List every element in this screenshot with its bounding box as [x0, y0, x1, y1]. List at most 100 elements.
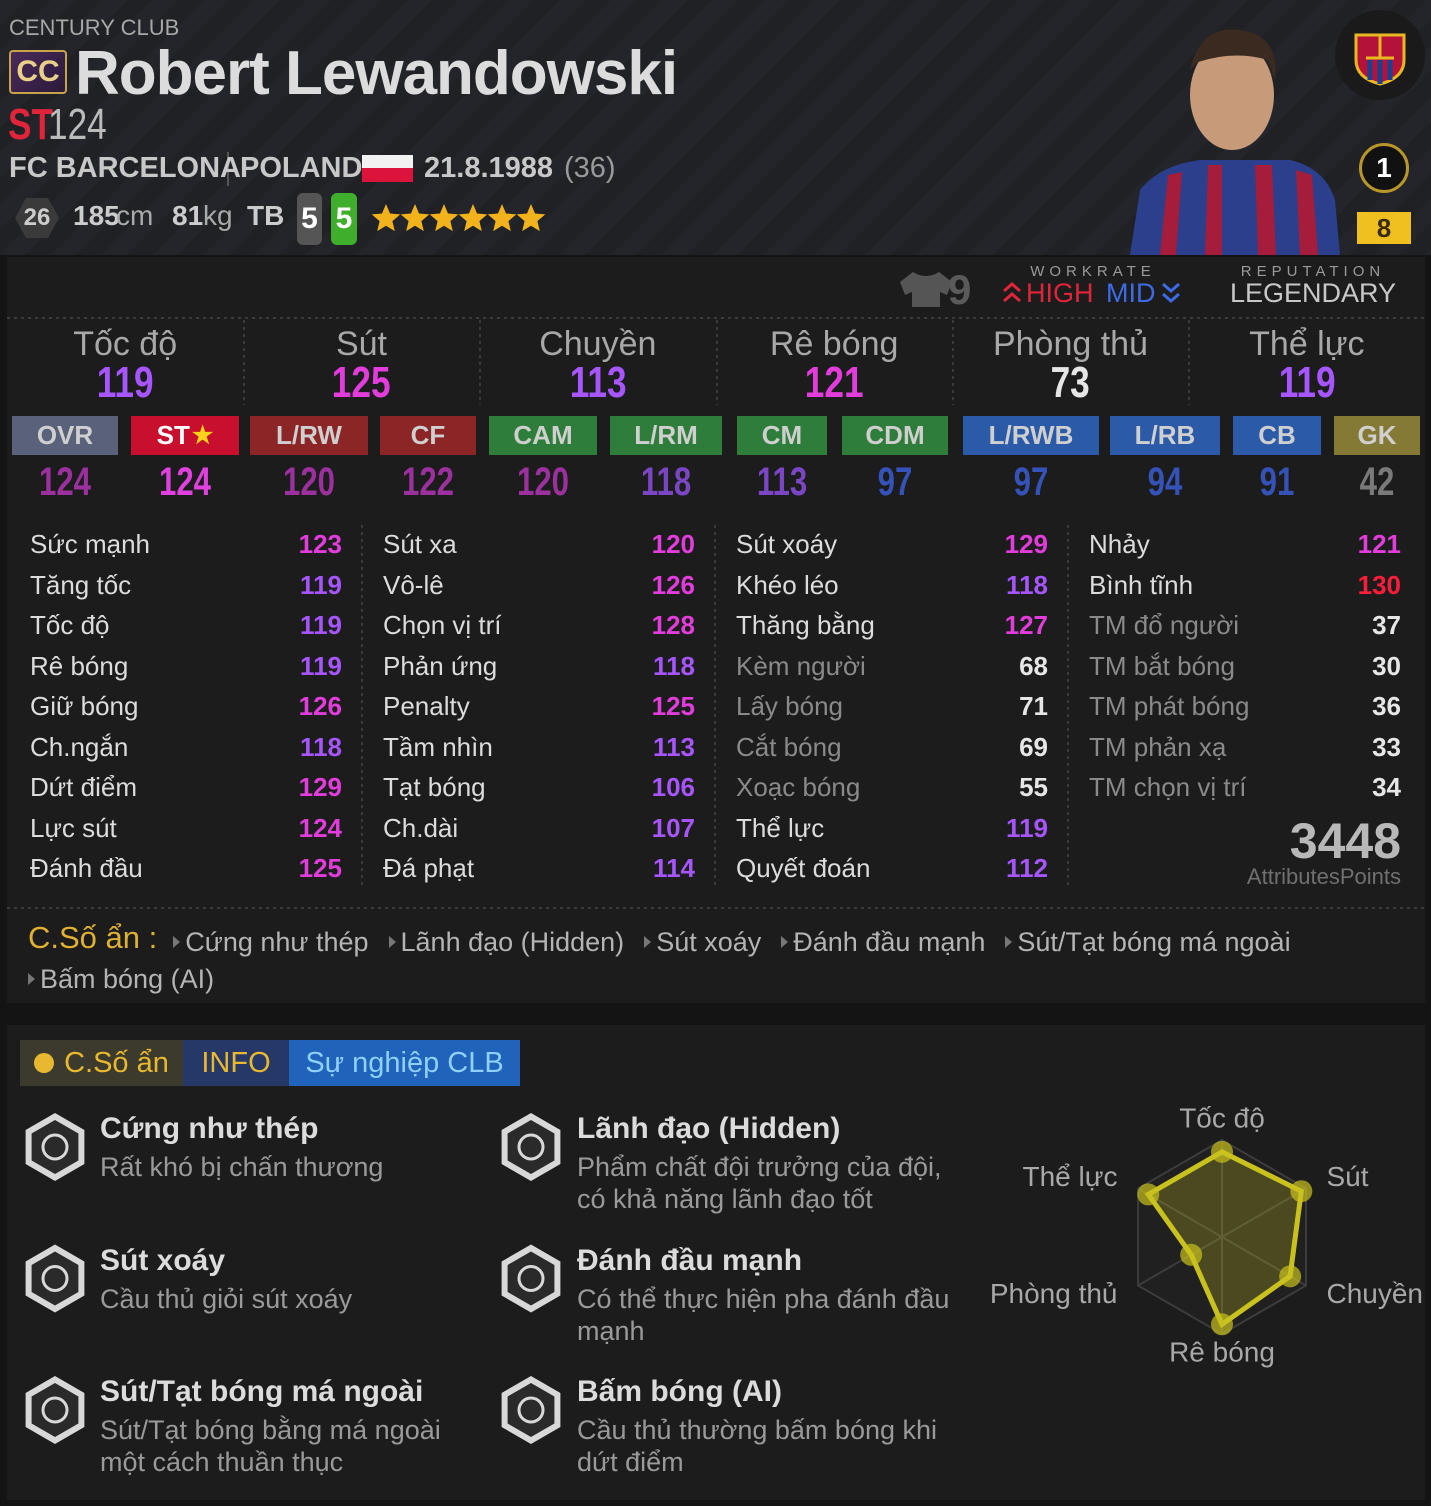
position-star: ★	[191, 422, 214, 449]
height-unit: cm	[116, 200, 154, 231]
position-label: GK	[1357, 420, 1397, 450]
trait-name: Lãnh đạo (Hidden)	[400, 926, 625, 957]
attribute-value: 123	[298, 529, 342, 559]
radar-point	[1137, 1183, 1160, 1206]
position-value: 42	[1359, 460, 1395, 504]
position-tab: L/RB	[1110, 416, 1220, 455]
attribute-label: TM chọn vị trí	[1089, 772, 1247, 802]
tab[interactable]: INFO	[183, 1040, 289, 1086]
attribute-value: 119	[300, 610, 342, 640]
position: ST	[8, 100, 53, 149]
trait-name: Sút xoáy	[656, 926, 762, 957]
total-points: 3448	[1289, 813, 1401, 869]
trait-desc: Rất khó bị chấn thương	[100, 1152, 384, 1182]
position-label: L/RWB	[988, 420, 1074, 450]
summary-value: 119	[96, 358, 154, 407]
attribute-value: 125	[298, 853, 342, 883]
radar-label: Sút	[1326, 1161, 1368, 1192]
attribute-label: Đánh đầu	[30, 853, 143, 883]
tab[interactable]: C.Số ẩn	[20, 1040, 183, 1086]
radar-label: Tốc độ	[1179, 1102, 1265, 1133]
weight-unit: kg	[203, 200, 233, 231]
shirt-number: 9	[948, 266, 972, 313]
position-value: 113	[756, 460, 808, 504]
attribute-value: 30	[1372, 650, 1401, 681]
reputation-label: REPUTATION	[1240, 263, 1386, 280]
attribute-label: Rê bóng	[30, 650, 129, 681]
summary-value: 113	[569, 358, 627, 407]
trait-item: Đánh đầu mạnh	[781, 927, 985, 958]
up-chevrons	[1003, 282, 1021, 303]
weight: 81	[172, 200, 204, 231]
shirt-icon	[900, 272, 952, 307]
attribute-label: Cắt bóng	[736, 731, 842, 762]
attribute-label: Quyết đoán	[736, 853, 871, 883]
level: 8	[1357, 212, 1411, 244]
attribute-value: 124	[298, 812, 342, 843]
trait-arrow	[173, 936, 181, 948]
flag	[362, 155, 413, 168]
nation: POLAND	[240, 152, 363, 184]
trait-arrow	[781, 936, 789, 948]
attribute-value: 107	[651, 812, 695, 843]
attribute-label: TM phản xạ	[1089, 731, 1227, 762]
position-value: 91	[1259, 460, 1295, 504]
star	[429, 204, 459, 232]
skill-moves: 5	[331, 193, 357, 245]
attribute-label: TM bắt bóng	[1089, 650, 1235, 681]
birth-date: 21.8.1988	[424, 152, 554, 184]
workrate-attack: HIGH	[1026, 278, 1094, 308]
attribute-label: Giữ bóng	[30, 691, 139, 721]
position-tab: L/RW	[250, 416, 368, 455]
attribute-label: Sút xoáy	[736, 529, 838, 559]
radar-spoke	[1137, 1236, 1223, 1287]
attribute-value: 106	[651, 772, 695, 802]
summary-label: Thể lực	[1249, 325, 1365, 363]
player-name: Robert Lewandowski	[75, 39, 678, 108]
radar-point	[1211, 1140, 1233, 1163]
star	[458, 204, 488, 232]
attribute-value: 118	[1006, 569, 1048, 600]
attribute-value: 120	[651, 529, 695, 559]
star	[516, 204, 546, 232]
star	[400, 204, 430, 232]
club: FC BARCELONA	[9, 152, 241, 184]
position-tab: CDM	[842, 416, 948, 455]
trait-name: Đánh đầu mạnh	[793, 926, 986, 957]
attribute-value: 126	[298, 691, 342, 721]
trait-name: Bấm bóng (AI)	[40, 963, 215, 994]
trait-desc: Có thể thực hiện pha đánh đầu mạnh	[577, 1283, 950, 1346]
summary-label: Tốc độ	[73, 325, 178, 363]
body-type: TB	[247, 200, 285, 231]
position-tab: ST ★	[131, 416, 239, 455]
position-label: CM	[761, 420, 803, 450]
attribute-value: 127	[1004, 610, 1048, 640]
height: 185	[73, 200, 120, 231]
attribute-value: 71	[1019, 691, 1048, 721]
attribute-value: 113	[653, 731, 695, 762]
trait-arrow	[388, 936, 396, 948]
attribute-value: 114	[653, 853, 695, 883]
position-tab: GK	[1334, 416, 1420, 455]
attribute-value: 36	[1372, 691, 1401, 721]
radar-label: Thể lực	[1023, 1161, 1118, 1192]
trait-arrow	[1005, 936, 1013, 948]
attribute-label: TM phát bóng	[1089, 691, 1250, 721]
trait-title: Sút/Tạt bóng má ngoài	[100, 1375, 424, 1408]
trait-title: Cứng như thép	[100, 1112, 319, 1145]
attribute-label: Kèm người	[736, 650, 866, 681]
position-tab: CB	[1233, 416, 1321, 455]
summary-value: 121	[804, 358, 864, 407]
position-value: 124	[158, 460, 212, 504]
season: 26	[15, 198, 59, 238]
radar-point	[1290, 1180, 1313, 1203]
star	[487, 204, 517, 232]
attribute-label: Nhảy	[1089, 529, 1150, 559]
attribute-label: Lực sút	[30, 812, 117, 843]
tab[interactable]: Sự nghiệp CLB	[289, 1040, 520, 1086]
ovr: 124	[48, 100, 107, 149]
position-label: ST	[156, 420, 190, 450]
age: (36)	[564, 152, 616, 184]
trait-desc: Cầu thủ thường bấm bóng khi dứt điểm	[577, 1415, 938, 1477]
